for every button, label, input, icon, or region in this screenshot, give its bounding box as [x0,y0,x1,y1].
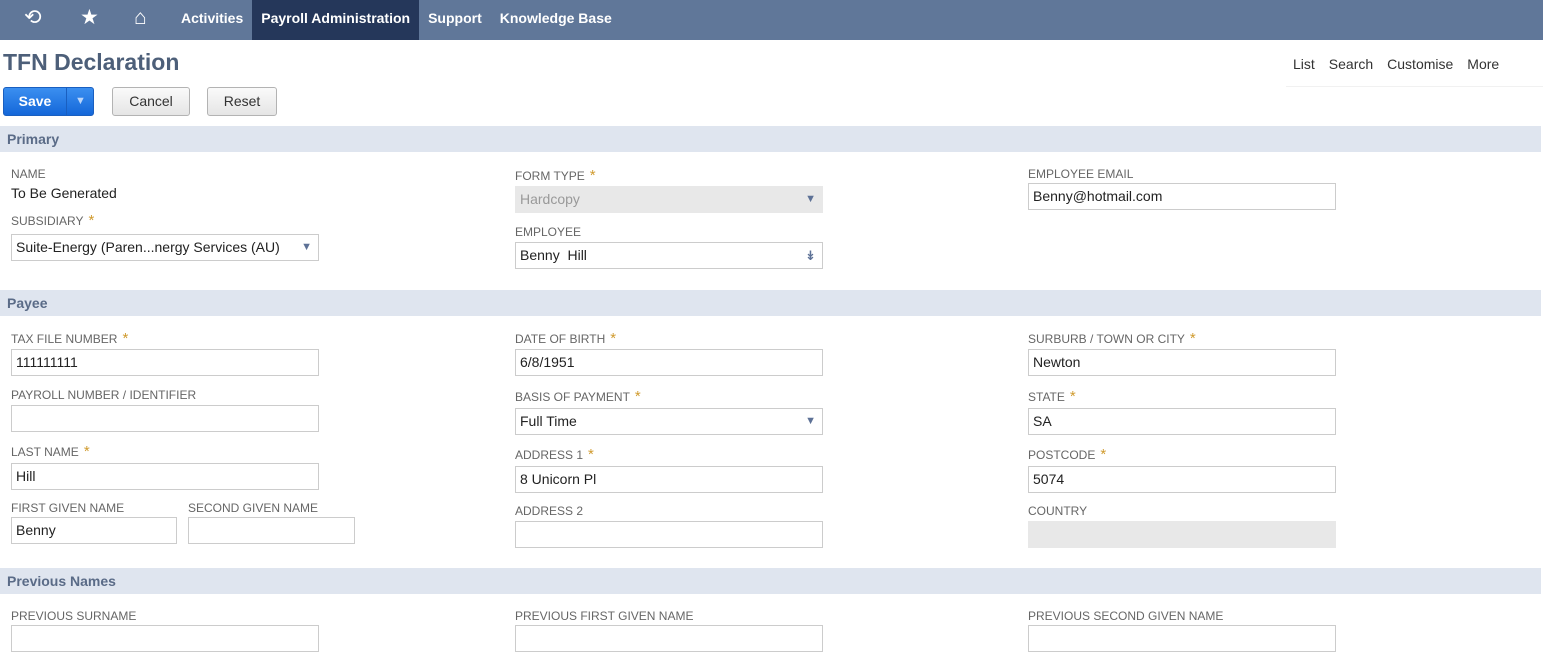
payroll-number-field[interactable] [11,405,319,432]
cancel-button[interactable]: Cancel [112,87,190,116]
dob-label: DATE OF BIRTH * [515,330,617,347]
city-label: SURBURB / TOWN OR CITY * [1028,330,1196,347]
country-label: COUNTRY [1028,504,1088,518]
last-name-field[interactable]: Hill [11,463,319,490]
search-link[interactable]: Search [1328,56,1374,72]
first-given-name-label: FIRST GIVEN NAME [11,501,125,515]
double-chevron-down-icon[interactable]: ↡ [805,248,816,263]
previous-second-name-label: PREVIOUS SECOND GIVEN NAME [1028,609,1224,623]
basis-select[interactable]: Full Time ▼ [515,408,823,435]
postcode-field[interactable]: 5074 [1028,466,1336,493]
form-type-label: FORM TYPE * [515,167,596,184]
employee-email-field[interactable]: Benny@hotmail.com [1028,183,1336,210]
employee-select[interactable]: Benny Hill ↡ [515,242,823,269]
previous-surname-field[interactable] [11,625,319,652]
page-title: TFN Declaration [3,49,180,75]
last-name-label: LAST NAME * [11,443,90,460]
nav-knowledge-base[interactable]: Knowledge Base [499,10,612,26]
recent-icon[interactable]: ⟲ [24,6,42,29]
name-label: NAME [11,167,46,181]
country-field [1028,521,1336,548]
save-dropdown-icon[interactable]: ▼ [66,88,94,115]
dropdown-arrow-icon: ▼ [805,415,816,427]
more-link[interactable]: More [1467,56,1500,72]
tfn-field[interactable]: 111111111 [11,349,319,376]
second-given-name-field[interactable] [188,517,355,544]
employee-label: EMPLOYEE [515,225,582,239]
nav-items: Activities Payroll Administration Suppor… [172,0,621,40]
dropdown-arrow-icon: ▼ [301,241,312,253]
postcode-label: POSTCODE * [1028,446,1107,463]
state-field[interactable]: SA [1028,408,1336,435]
previous-first-name-label: PREVIOUS FIRST GIVEN NAME [515,609,694,623]
name-value: To Be Generated [11,185,117,201]
dropdown-arrow-icon: ▼ [805,193,816,205]
first-given-name-field[interactable]: Benny [11,517,177,544]
subsidiary-label: SUBSIDIARY * [11,212,95,229]
second-given-name-label: SECOND GIVEN NAME [188,501,319,515]
nav-support[interactable]: Support [428,10,482,26]
list-link[interactable]: List [1293,56,1315,72]
home-icon[interactable]: ⌂ [134,6,147,29]
previous-first-name-field[interactable] [515,625,823,652]
employee-email-label: EMPLOYEE EMAIL [1028,167,1134,181]
save-label[interactable]: Save [18,93,52,109]
save-button[interactable]: Save ▼ [3,87,94,116]
payroll-number-label: PAYROLL NUMBER / IDENTIFIER [11,388,197,402]
reset-button[interactable]: Reset [207,87,277,116]
nav-activities[interactable]: Activities [181,10,244,26]
city-field[interactable]: Newton [1028,349,1336,376]
star-icon[interactable]: ★ [80,6,99,29]
form-type-select: Hardcopy ▼ [515,186,823,213]
basis-label: BASIS OF PAYMENT * [515,388,641,405]
previous-surname-label: PREVIOUS SURNAME [11,609,137,623]
address1-field[interactable]: 8 Unicorn Pl [515,466,823,493]
customise-link[interactable]: Customise [1387,56,1454,72]
top-nav: ⟲ ★ ⌂ Activities Payroll Administration … [0,0,1543,40]
page-links: List Search Customise More [1286,50,1543,87]
dob-field[interactable]: 6/8/1951 [515,349,823,376]
subsidiary-select[interactable]: Suite-Energy (Paren...nergy Services (AU… [11,234,319,261]
tfn-label: TAX FILE NUMBER * [11,330,129,347]
section-previous-names: Previous Names [0,568,1541,594]
address1-label: ADDRESS 1 * [515,446,594,463]
section-primary: Primary [0,126,1541,152]
section-payee: Payee [0,290,1541,316]
nav-payroll-administration[interactable]: Payroll Administration [252,0,420,40]
address2-field[interactable] [515,521,823,548]
address2-label: ADDRESS 2 [515,504,584,518]
state-label: STATE * [1028,388,1076,405]
previous-second-name-field[interactable] [1028,625,1336,652]
